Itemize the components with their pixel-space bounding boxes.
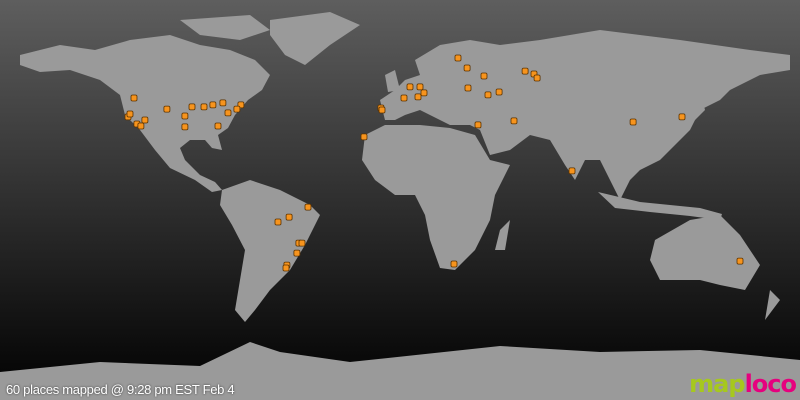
maploco-logo[interactable]: maploco bbox=[689, 370, 797, 398]
place-marker[interactable] bbox=[736, 257, 744, 265]
place-marker[interactable] bbox=[219, 99, 227, 107]
arctic-islands bbox=[180, 15, 270, 40]
place-marker[interactable] bbox=[474, 121, 482, 129]
place-marker[interactable] bbox=[214, 122, 222, 130]
logo-map: map bbox=[689, 370, 745, 398]
place-marker[interactable] bbox=[495, 88, 503, 96]
place-marker[interactable] bbox=[282, 264, 290, 272]
place-marker[interactable] bbox=[420, 89, 428, 97]
place-marker[interactable] bbox=[678, 113, 686, 121]
place-marker[interactable] bbox=[181, 123, 189, 131]
place-marker[interactable] bbox=[378, 106, 386, 114]
place-marker[interactable] bbox=[285, 213, 293, 221]
logo-loco: loco bbox=[744, 370, 797, 398]
place-marker[interactable] bbox=[274, 218, 282, 226]
new-zealand bbox=[765, 290, 780, 320]
place-marker[interactable] bbox=[209, 101, 217, 109]
eurasia bbox=[380, 30, 790, 200]
place-marker[interactable] bbox=[126, 110, 134, 118]
japan bbox=[680, 90, 705, 125]
place-marker[interactable] bbox=[137, 122, 145, 130]
place-marker[interactable] bbox=[510, 117, 518, 125]
place-marker[interactable] bbox=[463, 64, 471, 72]
place-marker[interactable] bbox=[181, 112, 189, 120]
place-marker[interactable] bbox=[130, 94, 138, 102]
place-marker[interactable] bbox=[304, 203, 312, 211]
landmasses bbox=[0, 12, 800, 400]
place-marker[interactable] bbox=[484, 91, 492, 99]
place-marker[interactable] bbox=[200, 103, 208, 111]
africa bbox=[362, 125, 510, 270]
britain bbox=[385, 70, 400, 92]
place-marker[interactable] bbox=[480, 72, 488, 80]
madagascar bbox=[495, 220, 510, 250]
place-marker[interactable] bbox=[533, 74, 541, 82]
antarctica bbox=[0, 342, 800, 400]
north-america bbox=[20, 35, 270, 192]
place-marker[interactable] bbox=[629, 118, 637, 126]
place-marker[interactable] bbox=[293, 249, 301, 257]
place-marker[interactable] bbox=[521, 67, 529, 75]
place-marker[interactable] bbox=[450, 260, 458, 268]
place-marker[interactable] bbox=[414, 93, 422, 101]
place-marker[interactable] bbox=[298, 239, 306, 247]
place-markers bbox=[124, 54, 744, 272]
place-marker[interactable] bbox=[163, 105, 171, 113]
place-marker[interactable] bbox=[224, 109, 232, 117]
place-marker[interactable] bbox=[406, 83, 414, 91]
place-marker[interactable] bbox=[360, 133, 368, 141]
place-marker[interactable] bbox=[141, 116, 149, 124]
place-marker[interactable] bbox=[233, 105, 241, 113]
place-marker[interactable] bbox=[568, 167, 576, 175]
south-america bbox=[220, 180, 320, 322]
place-marker[interactable] bbox=[188, 103, 196, 111]
place-marker[interactable] bbox=[400, 94, 408, 102]
greenland bbox=[270, 12, 360, 65]
place-marker[interactable] bbox=[464, 84, 472, 92]
australia bbox=[650, 215, 760, 290]
place-marker[interactable] bbox=[416, 83, 424, 91]
places-mapped-caption: 60 places mapped @ 9:28 pm EST Feb 4 bbox=[6, 382, 235, 397]
place-marker[interactable] bbox=[454, 54, 462, 62]
indonesia bbox=[598, 192, 722, 220]
